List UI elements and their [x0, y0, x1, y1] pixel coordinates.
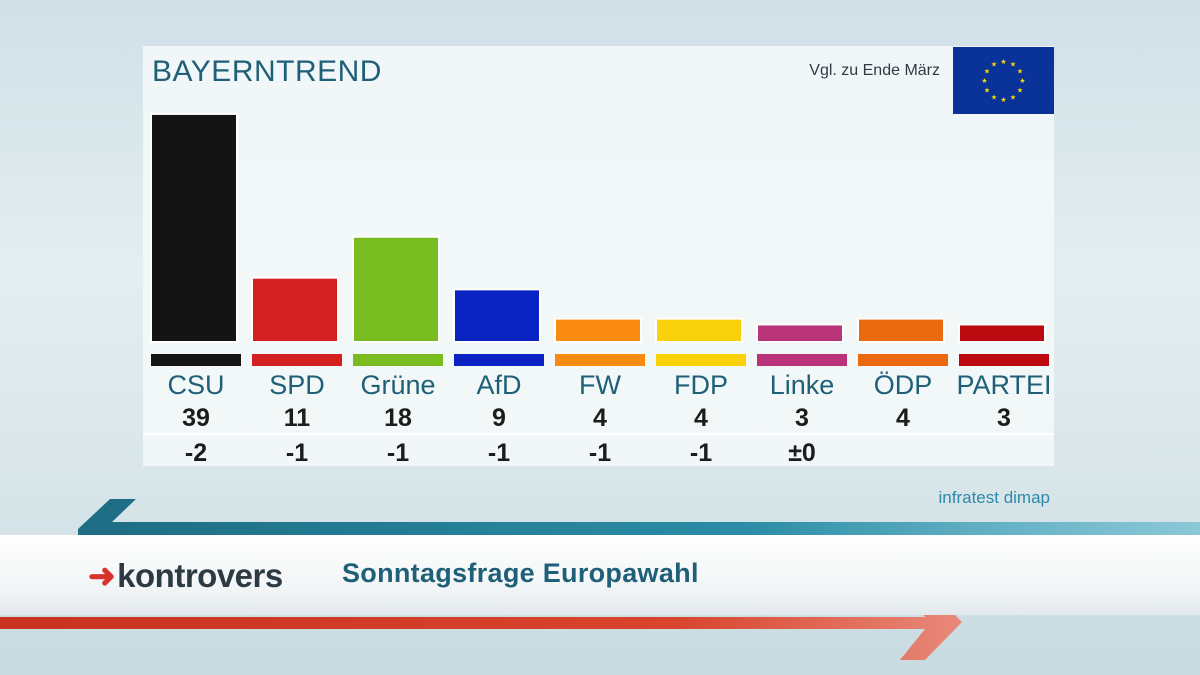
color-strip-fdp	[656, 354, 746, 366]
color-strip-fw	[555, 354, 645, 366]
change-label: ±0	[788, 439, 816, 467]
flag-star-icon: ★	[1017, 68, 1023, 76]
row-separator	[143, 433, 1054, 435]
logo-arrow-icon: ➜	[88, 557, 116, 594]
flag-star-icon: ★	[991, 61, 997, 69]
value-label: 3	[795, 404, 809, 432]
category-label: CSU	[167, 370, 224, 400]
brand-title: BAYERNTREND	[152, 55, 382, 88]
color-strip-csu	[151, 354, 241, 366]
value-label: 4	[896, 404, 910, 432]
change-label: -1	[387, 439, 409, 467]
footer-band	[0, 535, 1200, 615]
flag-star-icon: ★	[991, 93, 997, 101]
color-strip-ödp	[858, 354, 948, 366]
flag-star-icon: ★	[1017, 87, 1023, 95]
value-label: 4	[593, 404, 607, 432]
eu-flag-icon: ★ ★ ★ ★ ★ ★ ★ ★ ★ ★ ★ ★	[953, 47, 1054, 114]
color-strip-spd	[252, 354, 342, 366]
source-label: infratest dimap	[938, 488, 1051, 507]
category-label: FW	[579, 370, 621, 400]
kontrovers-logo: ➜kontrovers	[88, 556, 283, 595]
flag-star-icon: ★	[1000, 96, 1006, 104]
chart-panel	[143, 46, 1054, 466]
color-strip-partei	[959, 354, 1049, 366]
bar-spd	[251, 276, 339, 344]
bar-csu	[150, 112, 238, 343]
value-label: 9	[492, 404, 506, 432]
flag-star-icon: ★	[1019, 77, 1025, 85]
category-label: Grüne	[360, 370, 435, 400]
color-strip-linke	[757, 354, 847, 366]
flag-star-icon: ★	[981, 77, 987, 85]
bar-afd	[453, 288, 541, 344]
bar-linke	[756, 323, 844, 343]
value-label: 11	[284, 404, 311, 432]
category-label: SPD	[269, 370, 325, 400]
value-label: 39	[182, 404, 210, 432]
flag-star-icon: ★	[984, 87, 990, 95]
flag-star-icon: ★	[1010, 61, 1016, 69]
flag-star-icon: ★	[1010, 93, 1016, 101]
bar-grüne	[352, 235, 440, 343]
bar-ödp	[857, 317, 945, 344]
category-label: PARTEI	[956, 370, 1051, 400]
page-subtitle: Sonntagsfrage Europawahl	[342, 558, 699, 588]
category-label: AfD	[476, 370, 521, 400]
category-label: FDP	[674, 370, 728, 400]
change-label: -1	[690, 439, 712, 467]
bar-fw	[554, 317, 642, 344]
color-strip-grüne	[353, 354, 443, 366]
comparison-note: Vgl. zu Ende März	[809, 62, 940, 79]
change-label: -1	[286, 439, 308, 467]
flag-star-icon: ★	[984, 68, 990, 76]
logo-text: kontrovers	[117, 557, 283, 594]
bar-partei	[958, 323, 1046, 343]
category-label: ÖDP	[874, 370, 933, 400]
change-label: -1	[589, 439, 611, 467]
bar-fdp	[655, 317, 743, 344]
change-label: -2	[185, 439, 207, 467]
color-strip-afd	[454, 354, 544, 366]
value-label: 3	[997, 404, 1011, 432]
value-label: 18	[384, 404, 412, 432]
change-label: -1	[488, 439, 510, 467]
value-label: 4	[694, 404, 708, 432]
category-label: Linke	[770, 370, 835, 400]
flag-star-icon: ★	[1000, 58, 1006, 66]
